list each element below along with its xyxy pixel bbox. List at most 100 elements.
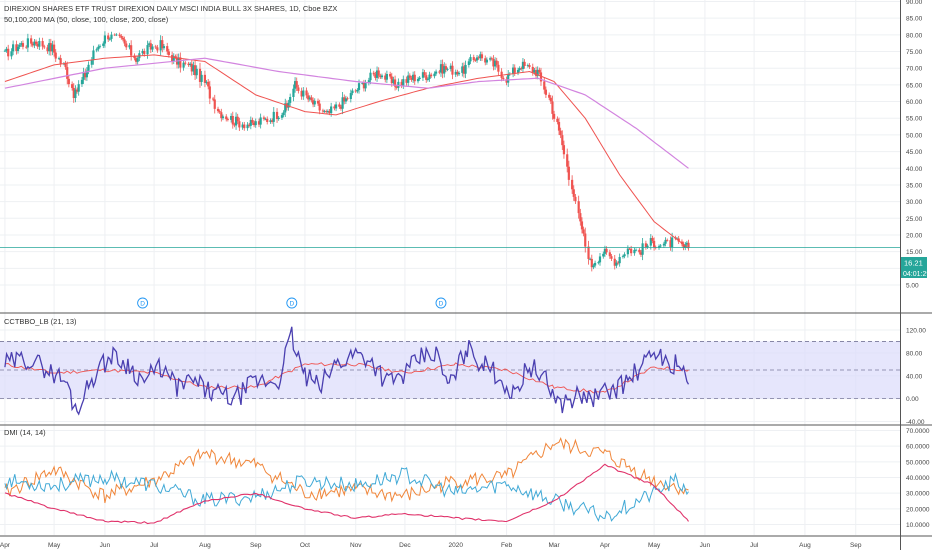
- candle-body: [334, 104, 338, 109]
- time-tick-label: Jun: [700, 542, 711, 549]
- candle-body: [641, 243, 644, 255]
- oscillator-line: [4, 326, 690, 416]
- candle-body: [108, 38, 111, 40]
- candle-body: [425, 75, 428, 80]
- candle-body: [590, 258, 593, 268]
- candle-body: [292, 88, 295, 97]
- candle-body: [18, 44, 21, 47]
- candle-body: [526, 65, 529, 66]
- candle-body: [390, 76, 393, 84]
- candle-body: [30, 38, 33, 44]
- candle-body: [484, 58, 487, 63]
- candle-body: [531, 66, 534, 73]
- candle-body: [671, 237, 674, 248]
- candle-body: [652, 240, 656, 248]
- candle-body: [392, 79, 395, 84]
- candle-body: [451, 65, 454, 75]
- current-price-value: 16.21: [904, 259, 923, 268]
- candle-body: [610, 256, 613, 259]
- candle-body: [438, 71, 441, 73]
- candle-body: [182, 62, 185, 68]
- candle-body: [497, 64, 500, 72]
- dividend-marker: [286, 297, 298, 309]
- time-tick-label: Jun: [100, 542, 111, 549]
- oscillator-tick-label: -40.00: [906, 419, 925, 426]
- candle-body: [467, 61, 470, 65]
- candle-body: [646, 245, 649, 248]
- candle-body: [7, 48, 10, 57]
- candle-body: [233, 124, 236, 126]
- candle-body: [262, 117, 266, 119]
- candle-body: [264, 118, 267, 120]
- candle-body: [54, 52, 57, 59]
- candle-body: [362, 83, 366, 89]
- candle-body: [174, 56, 177, 58]
- price-tick-label: 80.00: [906, 32, 923, 39]
- candle-body: [193, 65, 197, 76]
- candle-body: [351, 90, 354, 94]
- candle-body: [166, 46, 169, 52]
- price-tick-label: 70.00: [906, 66, 923, 73]
- dmi-tick-label: 20.0000: [906, 506, 930, 513]
- candle-body: [589, 258, 592, 260]
- candle-body: [241, 124, 244, 128]
- candle-body: [434, 71, 438, 74]
- current-price-box: [901, 257, 927, 268]
- price-tick-label: 20.00: [906, 232, 923, 239]
- candle-body: [621, 256, 625, 258]
- candle-body: [344, 98, 348, 102]
- candle-body: [638, 249, 641, 253]
- candle-body: [36, 43, 39, 47]
- candle-body: [236, 116, 239, 122]
- candle-body: [375, 70, 379, 78]
- candle-body: [338, 104, 341, 107]
- candle-body: [666, 239, 669, 241]
- candle-body: [603, 248, 607, 254]
- candle-body: [12, 44, 15, 52]
- candle-body: [208, 86, 211, 99]
- candle-body: [587, 246, 590, 259]
- candle-body: [400, 81, 403, 86]
- price-tick-label: 65.00: [906, 82, 923, 89]
- dmi-tick-label: 40.0000: [906, 475, 930, 482]
- candle-body: [293, 81, 297, 89]
- candle-body: [480, 54, 484, 59]
- candle-body: [634, 249, 638, 251]
- candle-body: [574, 196, 577, 202]
- candle-body: [651, 238, 654, 241]
- candle-body: [395, 86, 398, 88]
- candle-body: [490, 58, 493, 60]
- candle-body: [107, 35, 110, 40]
- candle-body: [172, 56, 175, 62]
- candle-body: [21, 43, 25, 47]
- candle-body: [562, 145, 566, 155]
- candle-body: [523, 61, 526, 66]
- candle-body: [408, 75, 411, 78]
- candle-body: [413, 74, 416, 82]
- candle-body: [630, 248, 633, 254]
- candle-body: [677, 238, 680, 242]
- candle-body: [557, 121, 561, 131]
- candle-body: [477, 57, 480, 59]
- candle-body: [548, 94, 551, 98]
- candle-body: [102, 43, 105, 46]
- price-tick-label: 40.00: [906, 166, 923, 173]
- candle-body: [248, 124, 251, 126]
- candle-body: [66, 67, 69, 79]
- candle-body: [284, 103, 287, 113]
- candle-body: [659, 245, 662, 247]
- grid-layer: [0, 0, 900, 535]
- time-tick-label: May: [648, 542, 661, 549]
- candle-body: [377, 70, 380, 76]
- candle-body: [444, 66, 448, 70]
- time-tick-label: Sep: [250, 542, 262, 549]
- candle-body: [308, 97, 311, 100]
- candle-body: [325, 111, 328, 113]
- candle-body: [282, 112, 285, 116]
- candle-body: [161, 40, 164, 49]
- candle-body: [280, 115, 284, 118]
- price-tick-label: 90.00: [906, 0, 923, 6]
- candle-body: [120, 36, 123, 38]
